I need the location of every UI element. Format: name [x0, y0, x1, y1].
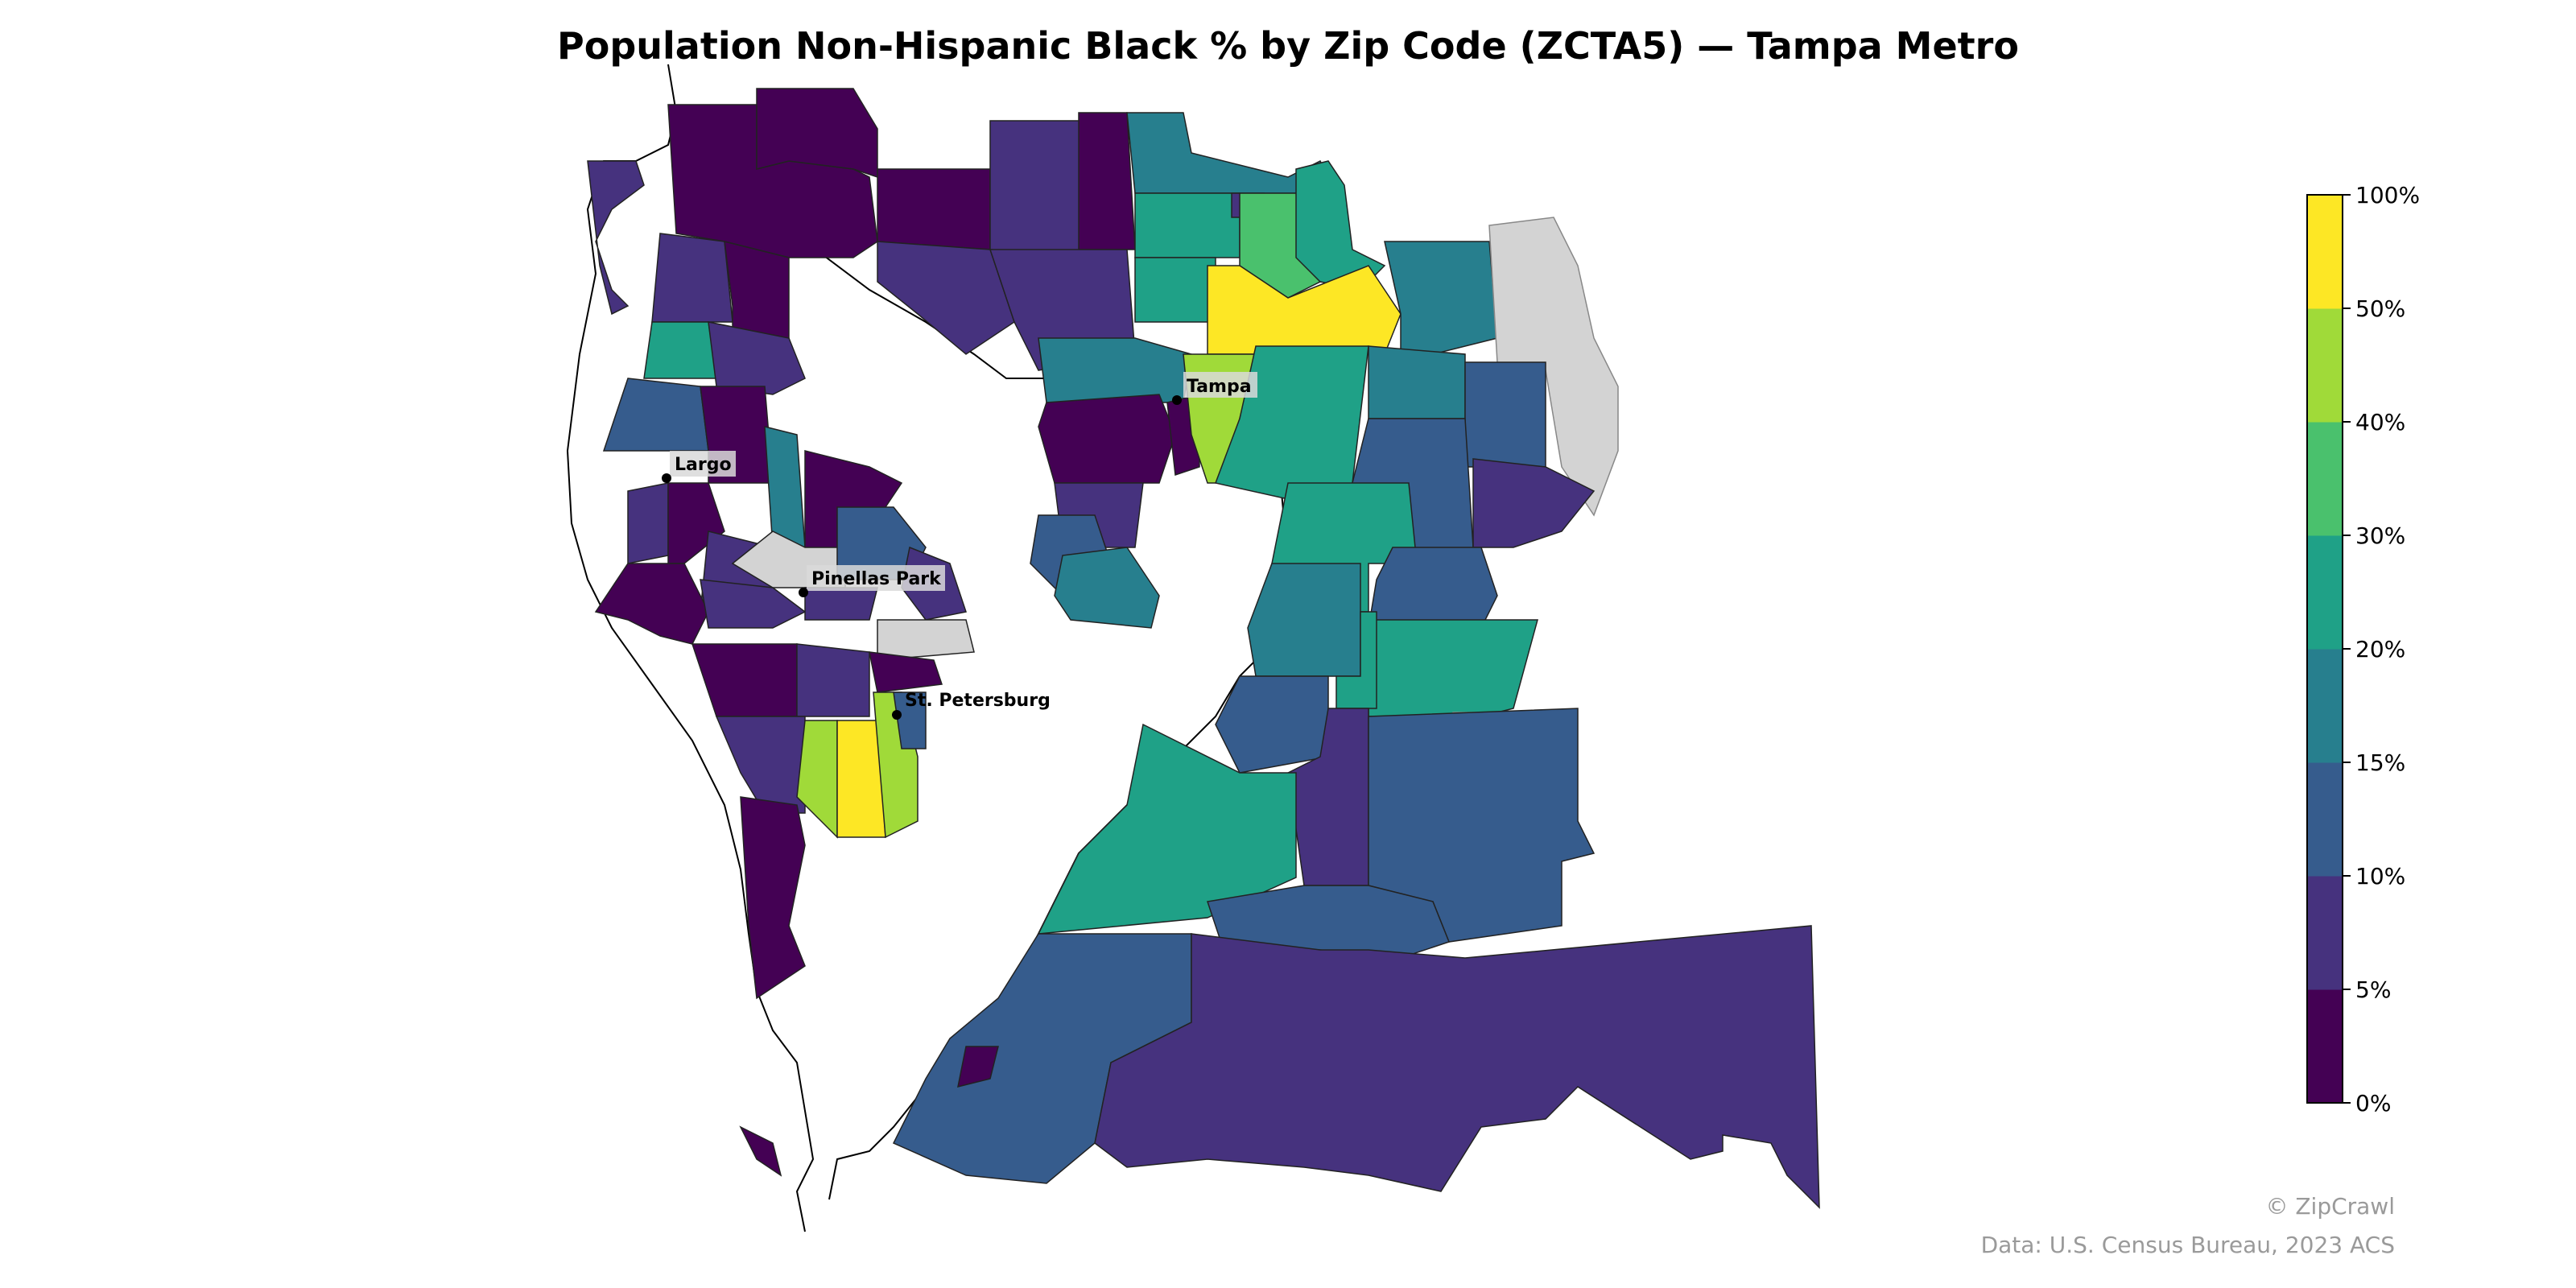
city-marker-largo: Largo	[662, 451, 736, 483]
credit-brand: © ZipCrawl	[2265, 1193, 2395, 1220]
city-marker-st-petersburg: St. Petersburg	[892, 691, 1051, 720]
colorbar-segment	[2307, 876, 2343, 990]
city-marker-tampa: Tampa	[1172, 372, 1257, 405]
zip-region	[804, 587, 878, 621]
colorbar-tick-label: 10%	[2355, 863, 2405, 890]
zip-region	[869, 651, 943, 693]
zip-region	[756, 88, 878, 179]
colorbar-segment	[2307, 422, 2343, 536]
zip-region	[1368, 345, 1466, 419]
zip-region	[877, 619, 975, 661]
zip-region	[1134, 257, 1216, 323]
colorbar-tick-label: 5%	[2355, 976, 2391, 1003]
zip-region	[796, 720, 838, 839]
zip-region	[1368, 619, 1538, 717]
zip-region	[1368, 547, 1498, 629]
colorbar-segment	[2307, 989, 2343, 1104]
colorbar-segment	[2307, 762, 2343, 877]
colorbar-tick-label: 40%	[2355, 409, 2405, 436]
zip-region	[724, 241, 790, 339]
zip-region	[1038, 394, 1176, 484]
zip-region	[627, 482, 669, 564]
zip-region	[1037, 723, 1297, 935]
zip-region	[1078, 112, 1136, 250]
zip-region	[587, 160, 645, 316]
zip-region	[700, 579, 807, 629]
city-label: Tampa	[1187, 377, 1252, 397]
zip-region	[651, 233, 733, 323]
zip-region	[667, 482, 725, 564]
colorbar-tick-label: 15%	[2355, 749, 2405, 776]
colorbar-segment	[2307, 308, 2343, 423]
zip-region	[1054, 547, 1160, 629]
zip-region	[708, 321, 806, 395]
zip-region	[715, 716, 806, 814]
colorbar-tick-label: 0%	[2355, 1090, 2391, 1117]
city-label: Largo	[675, 455, 732, 475]
colorbar-tick-label: 100%	[2355, 182, 2420, 208]
zip-region	[739, 1125, 782, 1177]
colorbar-tick-label: 20%	[2355, 636, 2405, 663]
zip-region	[796, 643, 870, 717]
zip-region	[1038, 337, 1192, 403]
zip-region	[691, 643, 798, 717]
zip-region	[764, 426, 806, 548]
zip-region	[1094, 925, 1820, 1209]
city-label: St. Petersburg	[905, 691, 1051, 711]
zip-region	[1215, 675, 1329, 774]
colorbar-segment	[2307, 535, 2343, 650]
colorbar-segment	[2307, 195, 2343, 309]
zip-region	[594, 563, 709, 645]
zip-region	[1134, 192, 1241, 258]
colorbar-tick-label: 50%	[2355, 295, 2405, 322]
zip-region	[602, 378, 709, 452]
colorbar-tick-label: 30%	[2355, 522, 2405, 549]
zip-region	[877, 168, 991, 250]
zip-region	[1464, 361, 1546, 468]
zip-region	[957, 1046, 999, 1088]
zip-region	[1247, 563, 1361, 677]
credit-source: Data: U.S. Census Bureau, 2023 ACS	[1980, 1232, 2395, 1258]
zip-region	[1295, 160, 1386, 291]
map-title: Population Non-Hispanic Black % by Zip C…	[557, 24, 2019, 68]
zip-region	[893, 691, 927, 749]
colorbar-legend: 0% 5% 10% 15% 20% 30% 40% 50% 100%	[2306, 182, 2420, 1117]
city-marker-pinellas-park: Pinellas Park	[799, 565, 945, 597]
city-label: Pinellas Park	[811, 569, 942, 589]
zip-region	[643, 321, 717, 379]
zip-region	[1384, 241, 1498, 363]
colorbar-segment	[2307, 649, 2343, 763]
zip-region	[740, 796, 806, 1000]
